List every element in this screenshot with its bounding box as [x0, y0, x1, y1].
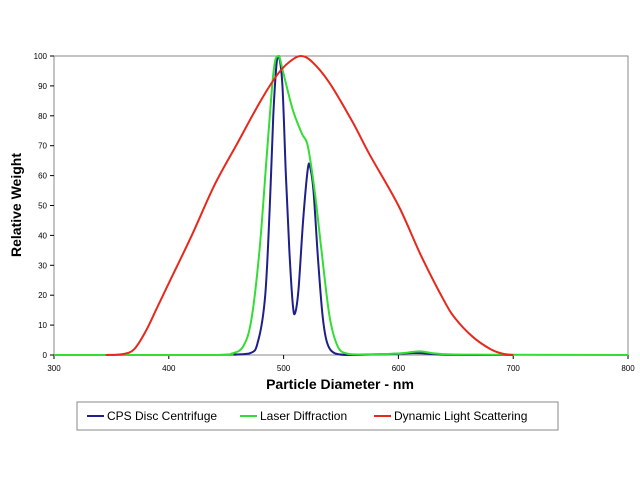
x-tick-label: 400 [162, 364, 176, 373]
y-tick-label: 80 [38, 112, 47, 121]
legend: CPS Disc Centrifuge Laser Diffraction Dyna… [76, 401, 559, 431]
x-tick-label: 800 [621, 364, 635, 373]
x-tick-label: 600 [392, 364, 406, 373]
x-tick-label: 700 [507, 364, 521, 373]
series-lines [54, 55, 629, 357]
legend-label: Dynamic Light Scattering [394, 409, 527, 423]
x-axis-title: Particle Diameter - nm [266, 376, 414, 392]
legend-label: Laser Diffraction [260, 409, 347, 423]
legend-label: CPS Disc Centrifuge [107, 409, 217, 423]
series-line-dynamic-light-scattering [105, 55, 514, 356]
y-tick-label: 60 [38, 172, 47, 181]
y-tick-label: 50 [38, 202, 47, 211]
y-axis-title: Relative Weight [8, 153, 24, 257]
legend-box [76, 401, 559, 431]
y-tick-label: 30 [38, 261, 47, 270]
y-tick-label: 70 [38, 142, 47, 151]
y-tick-label: 10 [38, 321, 47, 330]
x-tick-label: 500 [277, 364, 291, 373]
y-tick-label: 20 [38, 291, 47, 300]
x-tick-label: 300 [47, 364, 61, 373]
y-tick-label: 0 [43, 351, 48, 360]
y-axis: 0 10 20 30 40 50 60 70 80 90 100 [34, 52, 54, 360]
series-line-laser-diffraction [54, 55, 629, 357]
y-tick-label: 100 [34, 52, 48, 61]
y-tick-label: 90 [38, 82, 47, 91]
y-tick-label: 40 [38, 231, 47, 240]
